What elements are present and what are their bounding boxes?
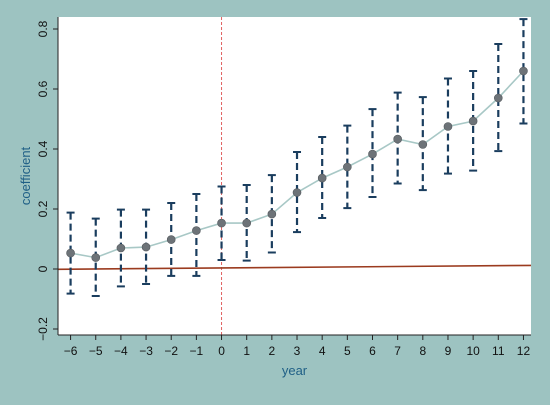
x-tick-label: −1 bbox=[190, 344, 204, 358]
data-point bbox=[468, 116, 478, 126]
data-point bbox=[317, 173, 327, 183]
data-point bbox=[192, 226, 201, 235]
data-point bbox=[267, 209, 277, 219]
data-point bbox=[91, 253, 101, 262]
data-point bbox=[242, 218, 251, 228]
x-tick-label: 8 bbox=[419, 344, 426, 358]
data-point bbox=[393, 134, 402, 144]
data-point bbox=[116, 243, 126, 253]
data-point bbox=[343, 162, 352, 172]
data-point bbox=[368, 149, 377, 159]
x-tick-label: 12 bbox=[517, 344, 531, 358]
data-point bbox=[519, 66, 528, 76]
y-tick-label: 0.4 bbox=[36, 140, 50, 157]
x-tick-label: 4 bbox=[319, 344, 326, 358]
y-tick-label: −0.2 bbox=[36, 317, 50, 341]
x-tick-label: −6 bbox=[64, 344, 78, 358]
x-tick-label: −5 bbox=[89, 344, 103, 358]
data-point bbox=[493, 93, 503, 103]
x-tick-label: 3 bbox=[294, 344, 301, 358]
data-point bbox=[141, 242, 151, 252]
data-point bbox=[217, 218, 226, 228]
x-tick-label: 0 bbox=[218, 344, 225, 358]
y-tick-label: 0.6 bbox=[36, 80, 50, 97]
x-tick-label: 10 bbox=[466, 344, 480, 358]
y-tick-label: 0 bbox=[36, 265, 50, 272]
x-tick-label: 5 bbox=[344, 344, 351, 358]
x-axis-title: year bbox=[282, 363, 308, 378]
x-tick-label: −3 bbox=[139, 344, 153, 358]
data-point bbox=[292, 188, 302, 197]
x-tick-label: 6 bbox=[369, 344, 376, 358]
x-tick-label: 2 bbox=[269, 344, 276, 358]
x-tick-label: 1 bbox=[243, 344, 250, 358]
y-tick-label: 0.8 bbox=[36, 20, 50, 37]
horizontal-reference-line bbox=[57, 264, 532, 271]
x-tick-label: 11 bbox=[492, 344, 505, 358]
data-point bbox=[66, 248, 75, 258]
y-axis-title: coefficient bbox=[18, 146, 33, 205]
x-tick-label: 9 bbox=[445, 344, 452, 358]
y-tick-label: 0.2 bbox=[36, 200, 50, 217]
x-tick-label: −2 bbox=[164, 344, 178, 358]
x-tick-label: 7 bbox=[394, 344, 401, 358]
data-point bbox=[166, 235, 176, 244]
x-tick-label: −4 bbox=[114, 344, 128, 358]
data-point bbox=[443, 122, 453, 131]
data-point bbox=[418, 140, 428, 149]
plot-area bbox=[58, 17, 531, 335]
